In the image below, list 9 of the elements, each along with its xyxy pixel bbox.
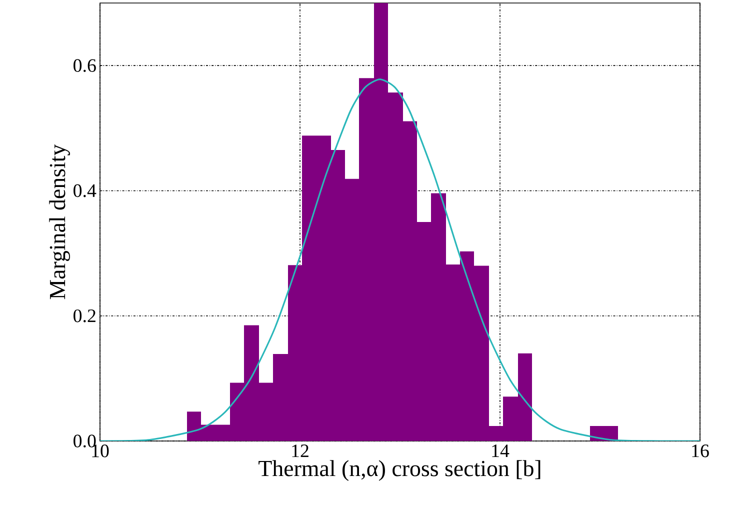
y-tick-label: 0.4 xyxy=(74,184,96,198)
x-tick-label: 12 xyxy=(292,444,308,458)
line-series xyxy=(100,78,700,441)
y-tick-label: 0.6 xyxy=(74,59,96,72)
x-tick-label: 14 xyxy=(492,444,510,458)
y-axis-title: Marginal density xyxy=(49,144,70,300)
y-tick-label: 0.2 xyxy=(74,309,96,322)
x-axis-title: Thermal (n,α) cross section [b] xyxy=(258,460,540,481)
x-tick-label: 16 xyxy=(692,444,709,458)
